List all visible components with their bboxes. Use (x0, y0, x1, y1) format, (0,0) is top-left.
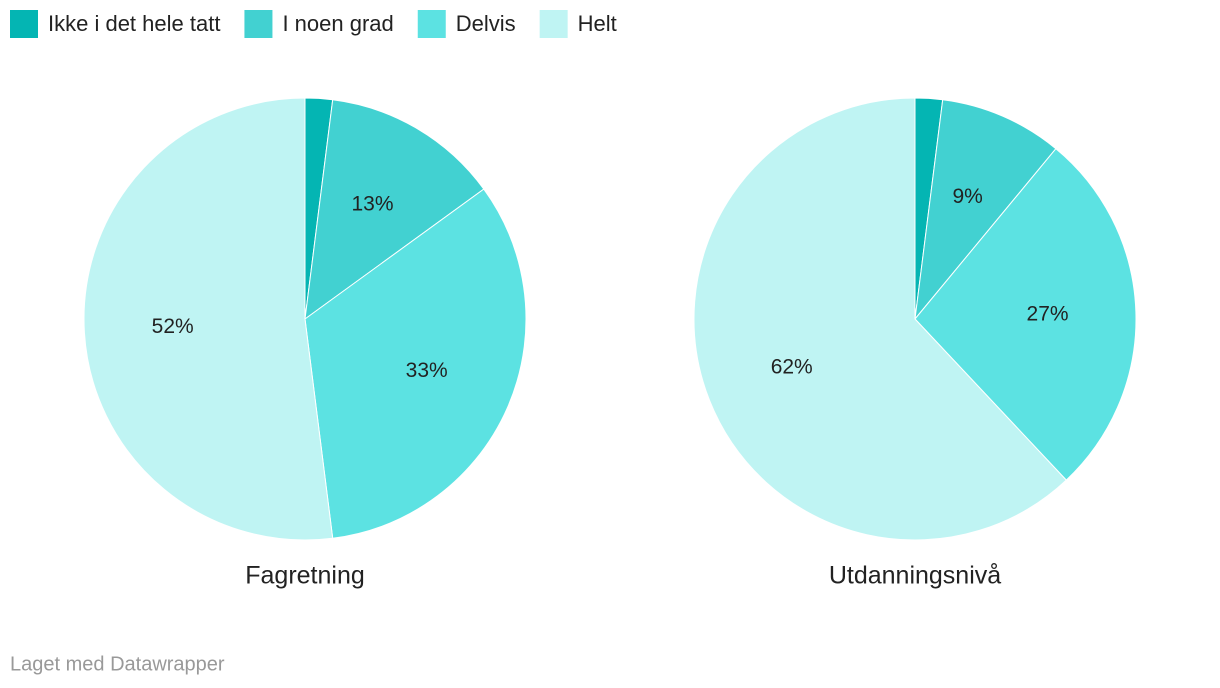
pie-slice (914, 148, 1137, 481)
legend-label: Delvis (456, 11, 516, 36)
legend-label: Ikke i det hele tatt (48, 11, 220, 36)
pie-slice (83, 97, 334, 541)
pie-slice (914, 99, 1057, 321)
data-label: 33% (406, 359, 448, 382)
footer: Laget med Datawrapper (10, 653, 225, 675)
legend-label: I noen grad (282, 11, 393, 36)
data-label: 27% (1027, 302, 1069, 325)
chart-title: Utdanningsnivå (829, 562, 1001, 590)
pie-slice (304, 99, 485, 321)
data-label: 52% (152, 315, 194, 338)
legend-label: Helt (578, 11, 617, 36)
legend-swatch (244, 10, 273, 38)
chart-title: Fagretning (245, 562, 365, 590)
legend-swatch (539, 10, 568, 38)
data-label: 62% (771, 355, 813, 378)
data-label: 13% (351, 192, 393, 215)
data-label: 9% (952, 185, 982, 208)
pie-slice (304, 188, 527, 539)
pie-slice (693, 97, 1067, 541)
legend-swatch (417, 10, 446, 38)
legend-swatch (10, 10, 38, 38)
